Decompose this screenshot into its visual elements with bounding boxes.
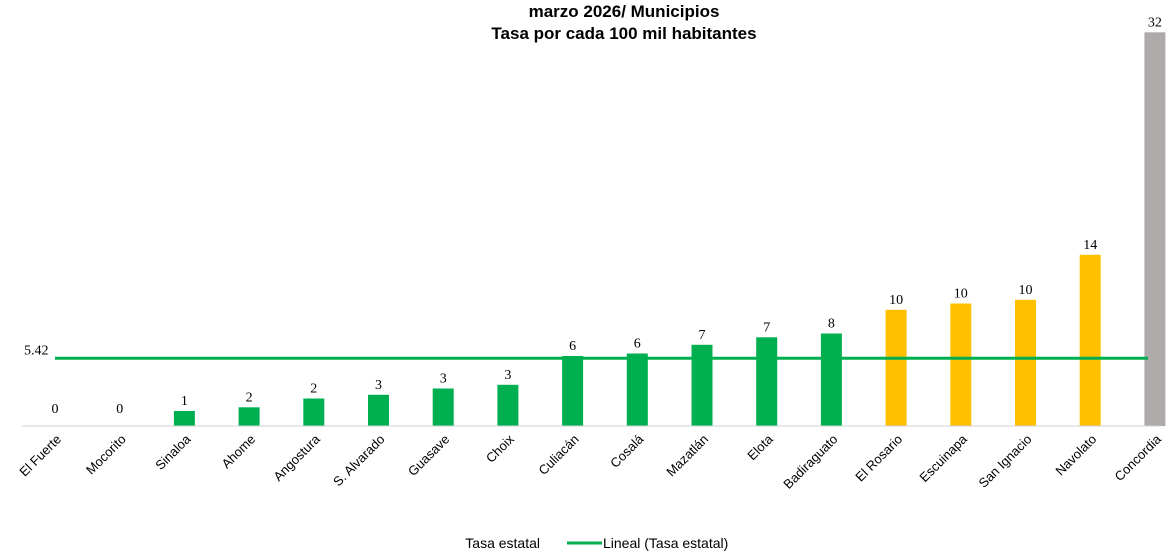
bar-escuinapa (950, 303, 972, 426)
bar-el-rosario (885, 309, 907, 427)
bar-navolato (1079, 254, 1101, 427)
value-label-ahome: 2 (246, 390, 253, 405)
category-label-elota: Elota (744, 431, 776, 463)
value-labels-group: 0 0 1 2 2 3 3 3 6 6 7 7 8 10 10 10 14 32 (52, 15, 1162, 417)
category-label-mazatlan: Mazatlán (663, 432, 711, 480)
bar-guasave (432, 388, 454, 426)
category-label-culiacan: Culiacán (535, 432, 581, 478)
category-label-escuinapa: Escuinapa (916, 431, 970, 485)
bar-ahome (238, 407, 260, 427)
value-label-badiraguato: 8 (828, 317, 835, 332)
value-label-culiacan: 6 (569, 339, 576, 354)
category-label-sinaloa: Sinaloa (152, 431, 194, 473)
legend-entry-reference-line: Lineal (Tasa estatal) (603, 535, 728, 551)
category-label-angostura: Angostura (270, 431, 323, 484)
category-label-choix: Choix (483, 431, 517, 465)
value-label-elota: 7 (763, 320, 770, 335)
legend: Tasa estatal Lineal (Tasa estatal) (465, 535, 728, 551)
value-label-el-fuerte: 0 (52, 402, 59, 417)
value-label-angostura: 2 (310, 382, 317, 397)
value-label-guasave: 3 (440, 372, 447, 387)
category-label-el-rosario: El Rosario (852, 432, 905, 485)
category-label-ahome: Ahome (218, 432, 258, 472)
category-label-san-ignacio: San Ignacio (975, 432, 1034, 491)
bar-mazatlan (691, 344, 713, 427)
bar-concordia (1144, 32, 1166, 427)
category-label-badiraguato: Badiraguato (780, 432, 840, 492)
bars-group (173, 32, 1166, 427)
category-label-mocorito: Mocorito (83, 432, 129, 478)
chart-subtitle: Tasa por cada 100 mil habitantes (491, 24, 756, 43)
value-label-sinaloa: 1 (181, 394, 188, 409)
value-label-choix: 3 (504, 368, 511, 383)
value-label-escuinapa: 10 (954, 287, 968, 302)
bar-culiacan (562, 356, 584, 426)
value-label-mazatlan: 7 (699, 328, 706, 343)
reference-line-label: 5.42 (24, 343, 49, 358)
category-label-guasave: Guasave (405, 432, 452, 479)
value-label-mocorito: 0 (116, 402, 123, 417)
category-label-concordia: Concordia (1112, 431, 1165, 484)
bar-choix (497, 384, 519, 427)
value-label-s-alvarado: 3 (375, 378, 382, 393)
category-label-navolato: Navolato (1052, 432, 1099, 479)
value-label-concordia: 32 (1148, 15, 1162, 30)
category-label-s-alvarado: S. Alvarado (330, 432, 388, 490)
bar-sinaloa (173, 411, 195, 426)
value-label-el-rosario: 10 (889, 293, 903, 308)
bar-badiraguato (820, 333, 842, 426)
legend-entry-series: Tasa estatal (465, 535, 540, 551)
category-labels-group: El Fuerte Mocorito Sinaloa Ahome Angostura S.… (16, 431, 1164, 492)
bar-san-ignacio (1015, 299, 1036, 427)
category-label-el-fuerte: El Fuerte (16, 432, 64, 480)
bar-angostura (303, 398, 325, 426)
bar-elota (756, 337, 778, 427)
value-label-navolato: 14 (1083, 238, 1097, 253)
category-label-cosala: Cosalá (607, 431, 647, 471)
bar-s-alvarado (368, 394, 389, 427)
chart-title: marzo 2026/ Municipios (529, 2, 720, 21)
value-label-cosala: 6 (634, 337, 641, 352)
value-label-san-ignacio: 10 (1019, 283, 1033, 298)
bar-cosala (626, 353, 648, 426)
